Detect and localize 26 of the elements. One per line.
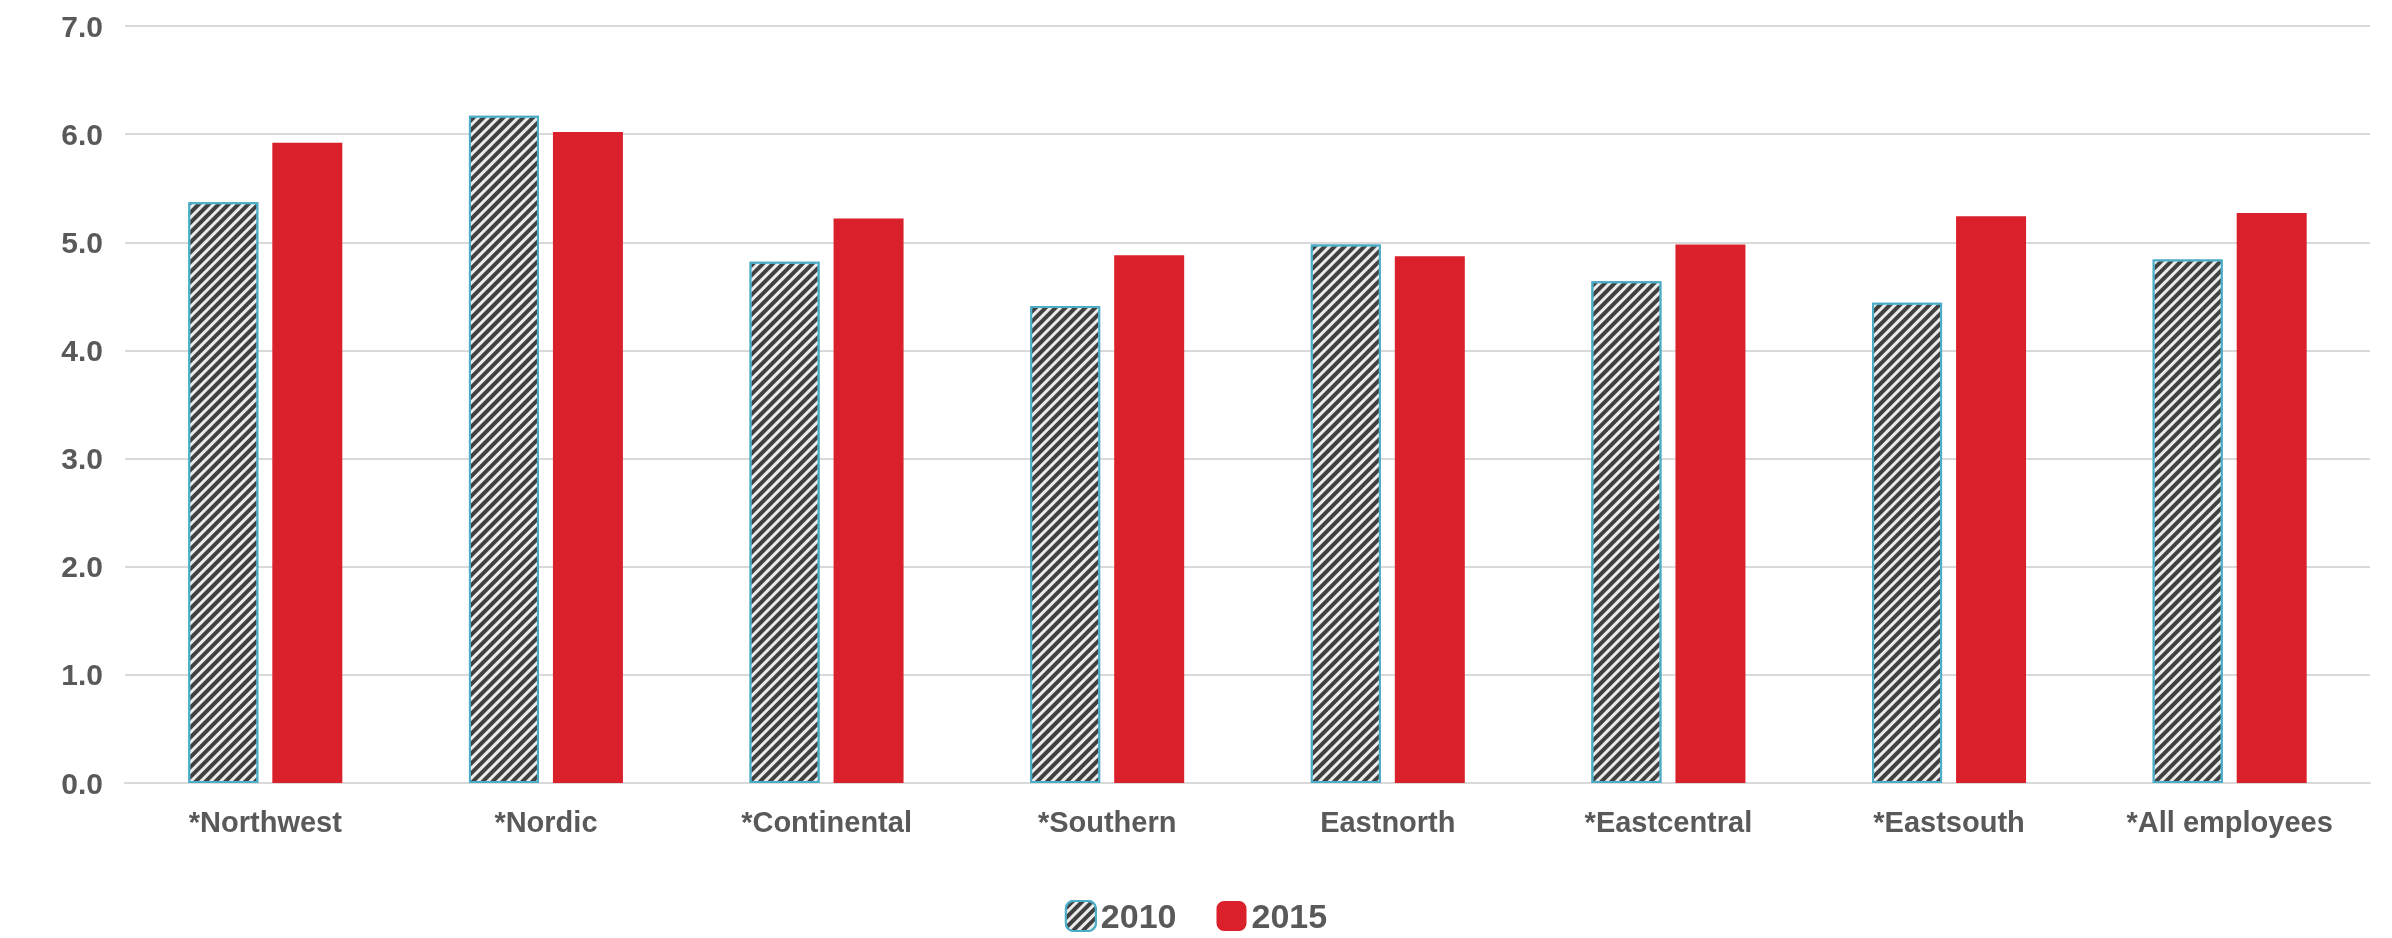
x-tick-label: *Southern <box>1037 805 1177 838</box>
bar <box>1956 216 2027 783</box>
bar <box>1394 256 1465 783</box>
x-tick-label: *Eastsouth <box>1873 805 2025 838</box>
bar <box>1114 255 1185 783</box>
bar <box>552 131 623 783</box>
bar <box>833 218 904 783</box>
x-tick-label: *Continental <box>741 805 912 838</box>
y-tick-label: 1.0 <box>61 658 103 692</box>
x-tick-label: *Northwest <box>188 805 343 838</box>
y-tick-label: 7.0 <box>61 9 103 43</box>
x-tick-label: *All employees <box>2126 805 2333 838</box>
bar <box>1675 244 1746 783</box>
y-tick-label: 0.0 <box>61 766 103 800</box>
y-tick-label: 4.0 <box>61 333 103 367</box>
bar <box>2236 213 2307 783</box>
y-tick-label: 5.0 <box>61 225 103 259</box>
x-tick-label: *Eastcentral <box>1584 805 1753 838</box>
y-tick-label: 6.0 <box>61 117 103 151</box>
bar <box>272 142 343 783</box>
y-tick-label: 3.0 <box>61 442 103 476</box>
x-tick-label: *Nordic <box>494 805 598 838</box>
legend-label: 2010 <box>1100 897 1177 935</box>
legend-label: 2015 <box>1251 897 1328 935</box>
y-tick-label: 2.0 <box>61 550 103 584</box>
x-tick-label: Eastnorth <box>1320 805 1456 838</box>
